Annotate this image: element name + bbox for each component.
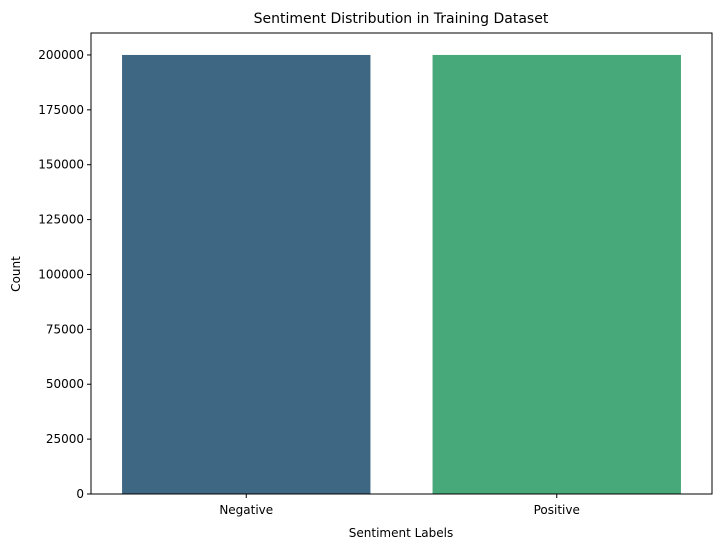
y-tick-label: 75000 (46, 322, 84, 336)
y-tick-label: 25000 (46, 432, 84, 446)
plot-area (90, 32, 713, 495)
y-tick-label: 200000 (38, 48, 84, 62)
y-tick-label: 50000 (46, 377, 84, 391)
y-tick-label: 175000 (38, 103, 84, 117)
bar-positive (432, 54, 681, 494)
y-tick-label: 125000 (38, 213, 84, 227)
y-tick-label: 0 (76, 487, 84, 501)
x-tick-label-positive: Positive (534, 503, 580, 517)
y-tick-label: 100000 (38, 267, 84, 281)
y-tick-label: 150000 (38, 158, 84, 172)
bar-negative (122, 54, 371, 494)
y-axis: 0 25000 50000 75000 100000 125000 150000 175000… (38, 48, 91, 501)
x-axis-title: Sentiment Labels (349, 526, 453, 540)
x-tick-label-negative: Negative (219, 503, 273, 517)
y-axis-title: Count (9, 256, 23, 292)
chart-title: Sentiment Distribution in Training Datas… (254, 11, 549, 27)
x-axis: Negative Positive (219, 494, 580, 517)
plot-frame (90, 32, 713, 495)
